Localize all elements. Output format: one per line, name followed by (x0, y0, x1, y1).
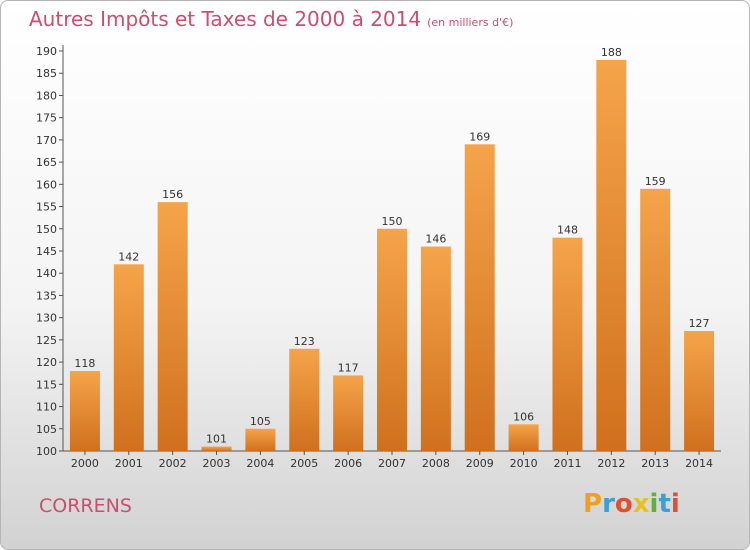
bar-2011 (552, 237, 583, 451)
bar-2003 (201, 446, 232, 451)
y-tick-label: 120 (36, 356, 57, 369)
bar-value-label: 101 (206, 433, 227, 446)
chart-unit: (en milliers d'€) (427, 16, 514, 29)
y-tick-label: 145 (36, 245, 57, 258)
x-tick-label: 2006 (334, 457, 362, 470)
bar-value-label: 117 (338, 361, 359, 374)
y-tick-label: 115 (36, 378, 57, 391)
bar-value-label: 156 (162, 188, 183, 201)
x-tick-label: 2004 (246, 457, 274, 470)
bar-2012 (596, 59, 627, 452)
y-tick-label: 170 (36, 134, 57, 147)
x-tick-label: 2011 (553, 457, 581, 470)
logo-letter: t (658, 489, 671, 519)
y-tick-label: 185 (36, 67, 57, 80)
chart-title: Autres Impôts et Taxes de 2000 à 2014 (en… (29, 7, 513, 31)
chart-title-text: Autres Impôts et Taxes de 2000 à 2014 (29, 7, 422, 31)
place-name: CORRENS (39, 495, 132, 517)
logo-letter: P (583, 489, 603, 519)
bar-2013 (640, 188, 671, 451)
x-tick-label: 2002 (159, 457, 187, 470)
x-tick-label: 2003 (203, 457, 231, 470)
bar-2014 (684, 331, 715, 451)
bar-value-label: 105 (250, 415, 271, 428)
bar-value-label: 188 (601, 46, 622, 59)
x-tick-label: 2009 (466, 457, 494, 470)
logo-letter: o (614, 489, 633, 519)
y-tick-label: 140 (36, 267, 57, 280)
bar-2002 (157, 202, 188, 451)
y-tick-label: 160 (36, 178, 57, 191)
y-tick-label: 150 (36, 223, 57, 236)
y-tick-label: 100 (36, 445, 57, 458)
bar-value-label: 169 (469, 130, 490, 143)
bar-value-label: 118 (74, 357, 95, 370)
logo-letter: x (632, 489, 650, 519)
y-tick-label: 110 (36, 401, 57, 414)
bar-2009 (464, 144, 495, 452)
x-tick-label: 2012 (597, 457, 625, 470)
logo-letter: i (670, 489, 680, 519)
bar-value-label: 106 (513, 410, 534, 423)
x-tick-label: 2000 (71, 457, 99, 470)
bar-2010 (508, 424, 539, 451)
y-tick-label: 135 (36, 289, 57, 302)
bar-value-label: 146 (425, 233, 446, 246)
logo-letter: i (649, 489, 659, 519)
y-tick-label: 175 (36, 112, 57, 125)
y-tick-label: 165 (36, 156, 57, 169)
bar-2005 (289, 348, 320, 451)
x-tick-label: 2010 (510, 457, 538, 470)
y-tick-label: 155 (36, 201, 57, 214)
bar-2004 (245, 428, 276, 451)
y-tick-label: 190 (36, 45, 57, 58)
bar-2008 (420, 246, 451, 451)
x-tick-label: 2007 (378, 457, 406, 470)
bar-value-label: 142 (118, 250, 139, 263)
y-tick-label: 105 (36, 423, 57, 436)
x-tick-label: 2013 (641, 457, 669, 470)
y-tick-label: 180 (36, 89, 57, 102)
x-tick-label: 2014 (685, 457, 713, 470)
bar-value-label: 123 (294, 335, 315, 348)
x-tick-label: 2008 (422, 457, 450, 470)
bar-2000 (69, 371, 100, 451)
bar-2006 (333, 375, 364, 451)
y-tick-label: 130 (36, 312, 57, 325)
bar-value-label: 150 (382, 215, 403, 228)
proxiti-logo: Proxiti (583, 489, 680, 519)
logo-letter: r (602, 489, 615, 519)
bar-value-label: 148 (557, 224, 578, 237)
bar-2001 (113, 264, 144, 451)
x-tick-label: 2001 (115, 457, 143, 470)
y-tick-label: 125 (36, 334, 57, 347)
x-tick-label: 2005 (290, 457, 318, 470)
bar-2007 (377, 228, 407, 451)
bar-value-label: 127 (689, 317, 710, 330)
bar-value-label: 159 (645, 175, 666, 188)
